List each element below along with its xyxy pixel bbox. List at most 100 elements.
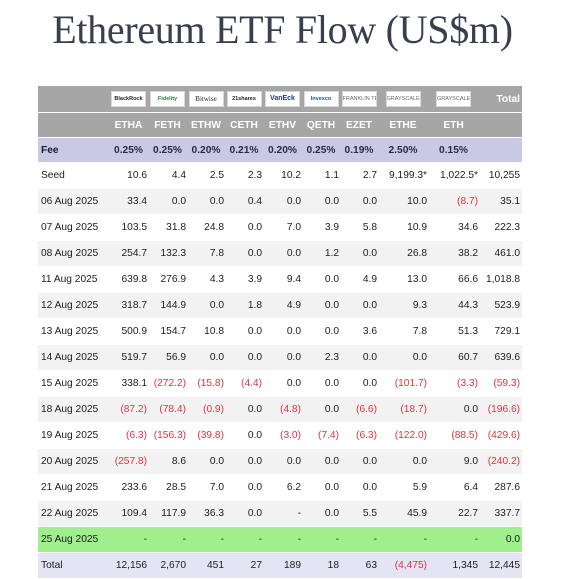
issuer-logo-cell: 21shares xyxy=(226,86,264,113)
flow-value-cell: 318.7 xyxy=(110,292,149,319)
total-value-cell: 63 xyxy=(341,552,379,579)
table-row: 22 Aug 2025 109.4 117.9 36.3 0.0-0.0 5.5 45.9 2… xyxy=(38,500,522,527)
row-total-cell: 639.6 xyxy=(480,344,522,371)
flow-value-cell: 3.9 xyxy=(226,266,264,293)
flow-value-cell: 0.0 xyxy=(429,396,480,423)
flow-value-cell: (88.5) xyxy=(429,422,480,449)
ticker-header: QETH xyxy=(303,112,341,138)
flow-value-cell: 0.0 xyxy=(341,292,379,319)
flow-value-cell: 2.3 xyxy=(226,162,264,189)
flow-value-cell: 5.9 xyxy=(379,474,429,501)
flow-value-cell: 66.6 xyxy=(429,266,480,293)
flow-value-cell: (101.7) xyxy=(379,370,429,397)
flow-value-cell: 0.0 xyxy=(341,240,379,267)
ticker-corner xyxy=(38,112,110,138)
flow-value-cell: 51.3 xyxy=(429,318,480,345)
flow-value-cell: (6.3) xyxy=(110,422,149,449)
flow-value-cell: 0.0 xyxy=(303,500,341,527)
vaneck-logo: VanEck xyxy=(265,91,300,107)
issuer-logo-cell: GRAYSCALE xyxy=(429,86,480,113)
table-body: BlackRock Fidelity Bitwise 21shares VanEck In… xyxy=(38,86,522,579)
flow-value-cell: (3.3) xyxy=(429,370,480,397)
issuer-logo-cell: VanEck xyxy=(264,86,303,113)
flow-value-cell: 0.0 xyxy=(226,214,264,241)
flow-value-cell: 0.0 xyxy=(188,344,226,371)
flow-value-cell: 0.0 xyxy=(303,292,341,319)
table-row: 19 Aug 2025 (6.3) (156.3) (39.8) 0.0 (3.0) (7.… xyxy=(38,422,522,449)
flow-value-cell: - xyxy=(188,526,226,553)
ticker-total-blank xyxy=(480,112,522,138)
flow-value-cell: 0.0 xyxy=(303,318,341,345)
flow-value-cell: - xyxy=(110,526,149,553)
21shares-logo: 21shares xyxy=(226,91,262,107)
flow-value-cell: 4.9 xyxy=(264,292,303,319)
franklin-templeton-logo: FRANKLIN TEMPLETON xyxy=(341,91,377,107)
fee-value: 0.21% xyxy=(226,137,264,163)
flow-value-cell: 639.8 xyxy=(110,266,149,293)
total-value-cell: 18 xyxy=(303,552,341,579)
flow-value-cell: (6.3) xyxy=(341,422,379,449)
ticker-header: ETH xyxy=(429,112,480,138)
flow-value-cell: (156.3) xyxy=(149,422,188,449)
issuer-logo-cell: Bitwise xyxy=(188,86,226,113)
table-row: 15 Aug 2025 338.1 (272.2) (15.8) (4.4) 0.0 0.0… xyxy=(38,370,522,397)
table-row: 12 Aug 2025 318.7 144.9 0.0 1.8 4.9 0.0 0.0 9.3 4… xyxy=(38,292,522,319)
row-total-cell: 461.0 xyxy=(480,240,522,267)
flow-value-cell: 0.0 xyxy=(264,240,303,267)
table-row: 06 Aug 2025 33.4 0.0 0.0 0.4 0.0 0.0 0.0 10.0 (8.… xyxy=(38,188,522,215)
row-date-label: 13 Aug 2025 xyxy=(38,318,110,345)
flow-value-cell: (4.8) xyxy=(264,396,303,423)
flow-value-cell: 0.0 xyxy=(226,474,264,501)
row-total-cell: 729.1 xyxy=(480,318,522,345)
total-value-cell: 2,670 xyxy=(149,552,188,579)
flow-value-cell: 24.8 xyxy=(188,214,226,241)
table-row: 14 Aug 2025 519.7 56.9 0.0 0.0 0.0 2.3 0.0 0.0 60… xyxy=(38,344,522,371)
flow-value-cell: 0.0 xyxy=(264,448,303,475)
flow-value-cell: 60.7 xyxy=(429,344,480,371)
flow-value-cell: 109.4 xyxy=(110,500,149,527)
flow-value-cell: 154.7 xyxy=(149,318,188,345)
blackrock-logo: BlackRock xyxy=(111,91,146,107)
flow-value-cell: 1.8 xyxy=(226,292,264,319)
row-total-cell: (240.2) xyxy=(480,448,522,475)
total-value-cell: 12,445 xyxy=(480,552,522,579)
row-date-label: 15 Aug 2025 xyxy=(38,370,110,397)
flow-value-cell: 0.0 xyxy=(341,370,379,397)
flow-value-cell: 6.4 xyxy=(429,474,480,501)
flow-value-cell: 5.8 xyxy=(341,214,379,241)
ticker-header: FETH xyxy=(149,112,188,138)
row-date-label: 19 Aug 2025 xyxy=(38,422,110,449)
flow-value-cell: 10.6 xyxy=(110,162,149,189)
row-total-cell: 10,255 xyxy=(480,162,522,189)
bitwise-logo: Bitwise xyxy=(188,91,224,107)
row-total-cell: 337.7 xyxy=(480,500,522,527)
flow-value-cell: (87.2) xyxy=(110,396,149,423)
fee-value: 0.25% xyxy=(110,137,149,163)
flow-value-cell: 0.0 xyxy=(341,188,379,215)
flow-value-cell: (15.8) xyxy=(188,370,226,397)
table-row: 07 Aug 2025 103.5 31.8 24.8 0.0 7.0 3.9 5.8 10.9… xyxy=(38,214,522,241)
flow-value-cell: 0.0 xyxy=(303,396,341,423)
flow-value-cell: (4.4) xyxy=(226,370,264,397)
row-date-label: 18 Aug 2025 xyxy=(38,396,110,423)
flow-value-cell: 2.5 xyxy=(188,162,226,189)
flow-value-cell: 132.3 xyxy=(149,240,188,267)
flow-value-cell: 254.7 xyxy=(110,240,149,267)
total-value-cell: 189 xyxy=(264,552,303,579)
flow-value-cell: - xyxy=(149,526,188,553)
total-row: Total 12,156 2,670 451 27 189 18 63 (4,475) 1,345… xyxy=(38,552,522,579)
issuer-logo-cell: BlackRock xyxy=(110,86,149,113)
corner-cell xyxy=(38,86,110,113)
row-date-label: 08 Aug 2025 xyxy=(38,240,110,267)
flow-value-cell: 276.9 xyxy=(149,266,188,293)
flow-value-cell: 0.0 xyxy=(264,344,303,371)
ticker-header: ETHV xyxy=(264,112,303,138)
flow-value-cell: 0.0 xyxy=(226,396,264,423)
row-date-label: 21 Aug 2025 xyxy=(38,474,110,501)
table-row: 21 Aug 2025 233.6 28.5 7.0 0.0 6.2 0.0 0.0 5.9 6.… xyxy=(38,474,522,501)
total-value-cell: 12,156 xyxy=(110,552,149,579)
fee-value: 0.19% xyxy=(341,137,379,163)
flow-value-cell: 0.0 xyxy=(226,422,264,449)
row-date-label: 11 Aug 2025 xyxy=(38,266,110,293)
flow-value-cell: 0.0 xyxy=(341,344,379,371)
